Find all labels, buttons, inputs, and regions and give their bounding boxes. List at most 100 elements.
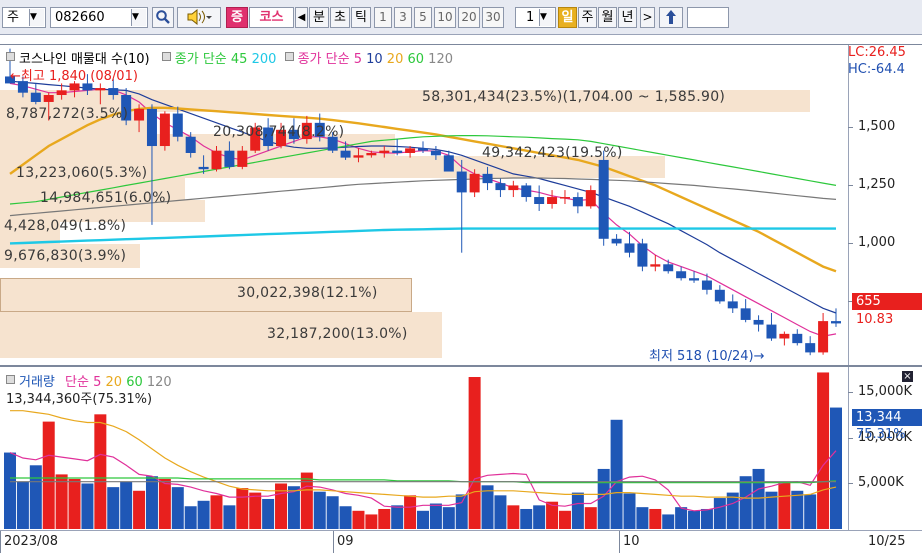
volume-chart-area[interactable]: 거래량 단순 5 20 60 120 13,344,360주(75.31%) [0, 367, 848, 529]
volume-profile-label: 20,308,744(8.2%) [213, 124, 345, 140]
candle-body [134, 108, 145, 121]
volume-bar [507, 505, 520, 529]
chevron-down-icon[interactable]: ▼ [131, 9, 146, 26]
volume-profile-bar [0, 244, 140, 268]
volume-chart-svg [4, 372, 842, 529]
sound-alert-button[interactable] [177, 7, 221, 28]
volume-tick-label: 15,000K [858, 384, 913, 400]
market-badge: 증 [226, 7, 248, 28]
volume-bar [649, 508, 662, 529]
price-tick-mark [848, 301, 853, 303]
interval-3-button[interactable]: 3 [394, 7, 412, 28]
volume-bar [42, 421, 55, 529]
volume-profile-label: 49,342,423(19.5%) [482, 145, 623, 161]
candle-body [353, 155, 364, 158]
interval-20-button[interactable]: 20 [458, 7, 480, 28]
price-tick-mark [848, 185, 853, 187]
candle-body [701, 280, 712, 290]
candle-body [727, 301, 738, 309]
count-value: 1 [526, 10, 535, 25]
chevron-down-icon[interactable]: ▼ [29, 9, 44, 26]
interval-30-button[interactable]: 30 [482, 7, 504, 28]
volume-bar [287, 486, 300, 529]
interval-5-button[interactable]: 5 [414, 7, 432, 28]
volume-bar [700, 508, 713, 529]
legend-toggle-icon[interactable] [6, 375, 15, 384]
candle-body [379, 150, 390, 153]
date-label: 09 [337, 534, 354, 549]
volume-legend-ma-label: 단순 [65, 375, 89, 390]
count-select[interactable]: 1 ▼ [515, 7, 556, 28]
volume-bar [210, 495, 223, 529]
week-button[interactable]: 주 [578, 7, 597, 28]
volume-bar [533, 505, 546, 529]
panel-separator[interactable] [0, 365, 922, 367]
volume-bar [752, 468, 765, 529]
current-volume-pct: 75.31% [856, 427, 906, 442]
volume-legend-period-60: 60 [126, 375, 143, 390]
price-tick-label: 1,500 [858, 119, 896, 135]
candle-body [714, 289, 725, 302]
candle-body [314, 122, 325, 137]
year-button[interactable]: 년 [618, 7, 637, 28]
price-tick-label: 1,250 [858, 177, 896, 193]
date-label: 2023/08 [4, 534, 59, 549]
volume-profile-label: 30,022,398(12.1%) [237, 285, 378, 301]
volume-bar [404, 495, 417, 529]
volume-bar [249, 492, 262, 529]
volume-bar [236, 488, 249, 529]
volume-bar [262, 498, 275, 529]
date-label: 10 [623, 534, 640, 549]
legend-toggle-icon[interactable] [284, 52, 294, 61]
candle-body [572, 197, 583, 207]
volume-bar [378, 508, 391, 529]
volume-profile-bar [0, 200, 205, 222]
interval-1-button[interactable]: 1 [374, 7, 392, 28]
legend-period-20: 20 [386, 52, 404, 67]
legend-period-45: 45 [230, 52, 248, 67]
price-tick-mark [848, 127, 853, 129]
candle-body [159, 113, 170, 147]
day-button[interactable]: 일 [558, 7, 577, 28]
volume-profile-label: 58,301,434(23.5%)(1,704.00 ~ 1,585.90) [422, 89, 726, 105]
candle-body [276, 129, 287, 147]
volume-bar [739, 476, 752, 529]
volume-ma-line-20 [10, 410, 837, 499]
legend-period-5: 5 [353, 52, 362, 67]
legend-period-200: 200 [251, 52, 277, 67]
legend-ma-long-label: 종가 단순 [174, 52, 227, 67]
close-panel-button[interactable]: × [902, 371, 913, 382]
scroll-left-button[interactable]: ◀ [295, 7, 308, 28]
next-button[interactable]: > [640, 7, 655, 28]
jump-button[interactable] [659, 7, 683, 28]
volume-bar [558, 510, 571, 529]
interval-10-button[interactable]: 10 [434, 7, 456, 28]
chevron-down-icon[interactable]: ▼ [539, 9, 554, 26]
volume-bar [726, 492, 739, 529]
candle-body [250, 127, 261, 151]
volume-bar [584, 507, 597, 529]
candle-body [211, 150, 222, 170]
extra-input[interactable] [687, 7, 729, 28]
candle-body [818, 321, 829, 353]
candle-body [327, 136, 338, 151]
asset-type-select[interactable]: 주 ▼ [2, 7, 46, 28]
candle-body [689, 278, 700, 281]
month-button[interactable]: 월 [598, 7, 617, 28]
stock-code-input[interactable]: 082660 ▼ [50, 7, 148, 28]
tick-button[interactable]: 틱 [351, 7, 371, 28]
volume-bar [339, 506, 352, 529]
legend-toggle-icon[interactable] [6, 52, 15, 61]
search-button[interactable] [152, 7, 174, 28]
volume-bar [81, 483, 94, 529]
price-chart-area[interactable]: 58,301,434(23.5%)(1,704.00 ~ 1,585.90) 8… [0, 44, 848, 364]
date-axis: 2023/08 09 10 10/25 [0, 530, 922, 553]
volume-bar [94, 414, 107, 529]
volume-bar [184, 506, 197, 529]
minute-button[interactable]: 분 [309, 7, 329, 28]
second-button[interactable]: 초 [330, 7, 350, 28]
candle-body [301, 122, 312, 140]
triangle-left-icon: ◀ [297, 12, 306, 23]
legend-toggle-icon[interactable] [161, 52, 171, 61]
